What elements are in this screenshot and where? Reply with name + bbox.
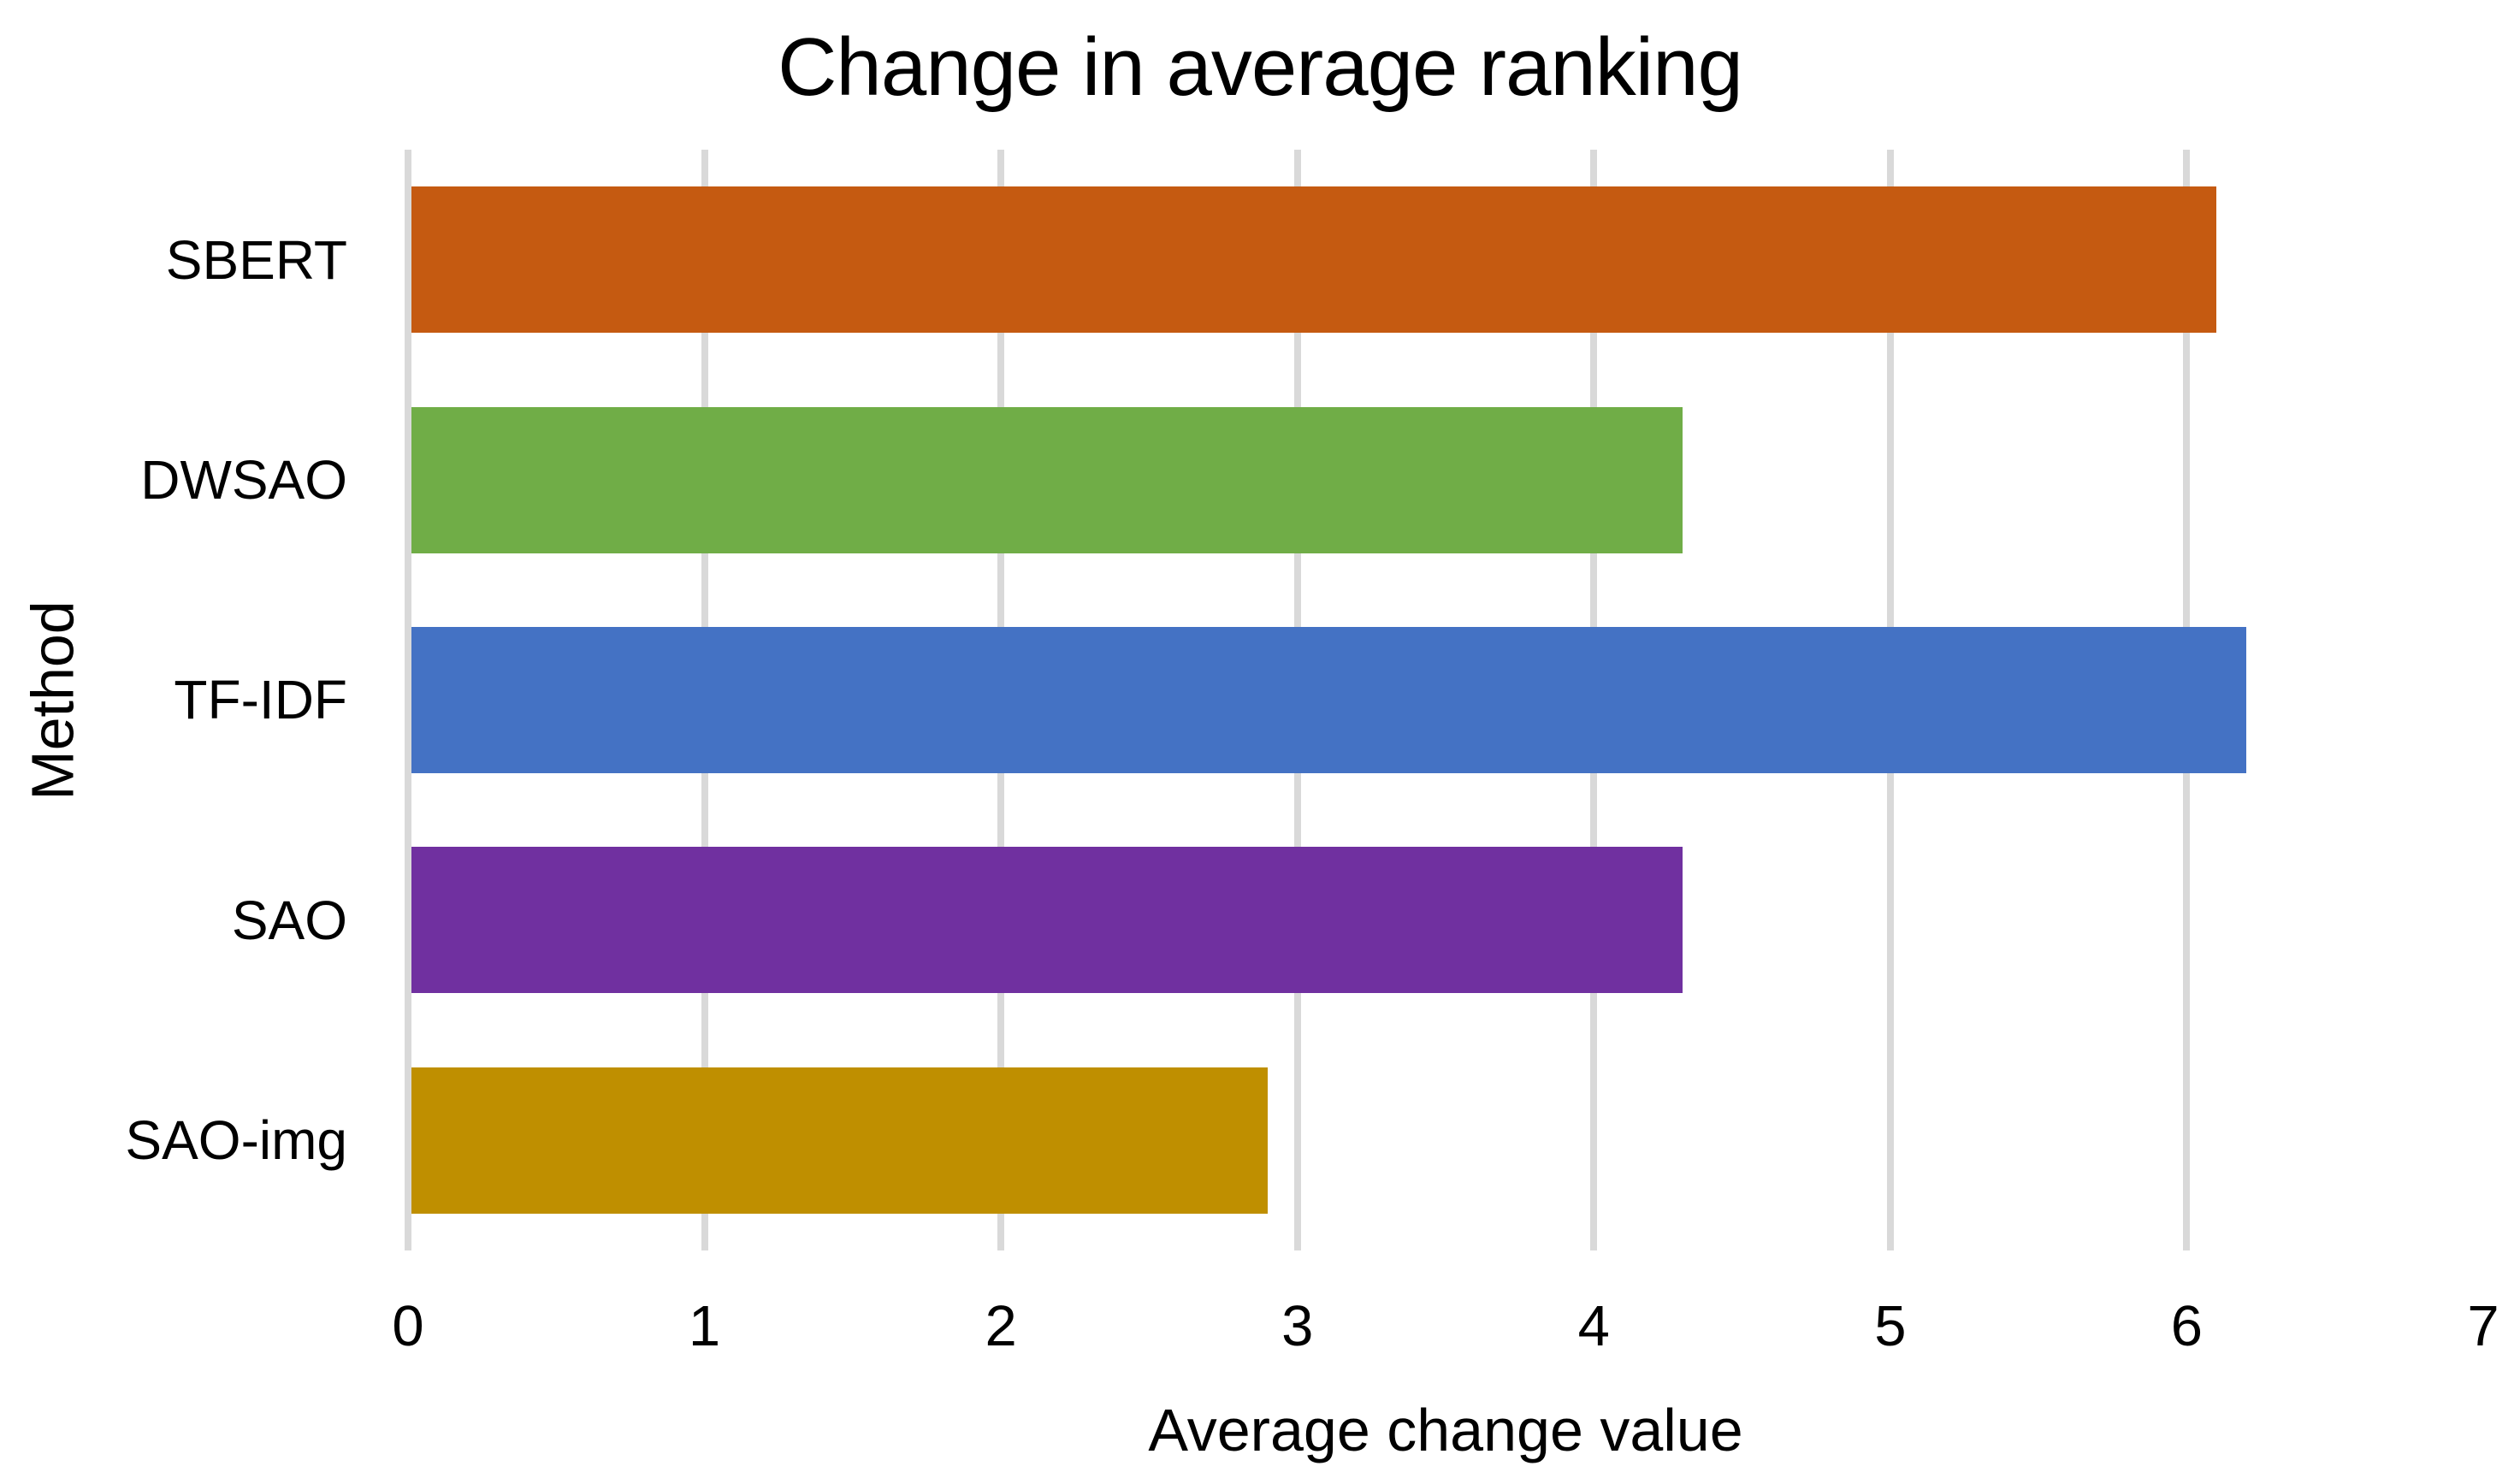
x-tick-label-1: 1 [688, 1294, 721, 1358]
category-label-DWSAO: DWSAO [140, 449, 347, 511]
bar-TF-IDF [411, 627, 2246, 773]
category-label-SAO: SAO [231, 889, 347, 951]
x-axis-tick-labels: 0 1 2 3 4 5 6 7 [392, 1293, 2499, 1370]
x-tick-label-6: 6 [2170, 1294, 2204, 1358]
category-axis-labels: SBERT DWSAO TF-IDF SAO SAO-img [0, 150, 347, 1250]
bar-SAO [411, 847, 1683, 994]
x-tick-label-4: 4 [1577, 1294, 1610, 1358]
bar-DWSAO [411, 406, 1683, 553]
category-label-SAO-img: SAO-img [125, 1109, 347, 1172]
category-label-SBERT: SBERT [165, 228, 347, 291]
chart-title: Change in average ranking [778, 21, 1743, 113]
x-tick-label-3: 3 [1281, 1294, 1314, 1358]
x-tick-label-7: 7 [2467, 1294, 2499, 1358]
x-axis-title: Average change value [1148, 1397, 1743, 1463]
x-tick-label-2: 2 [985, 1294, 1017, 1358]
plot-area [405, 150, 2483, 1250]
x-tick-label-0: 0 [392, 1294, 424, 1358]
x-tick-label-5: 5 [1874, 1294, 1907, 1358]
gridline [405, 150, 411, 1250]
bar-SAO-img [411, 1067, 1269, 1214]
bar-SBERT [411, 186, 2217, 334]
category-label-TF-IDF: TF-IDF [174, 669, 347, 731]
